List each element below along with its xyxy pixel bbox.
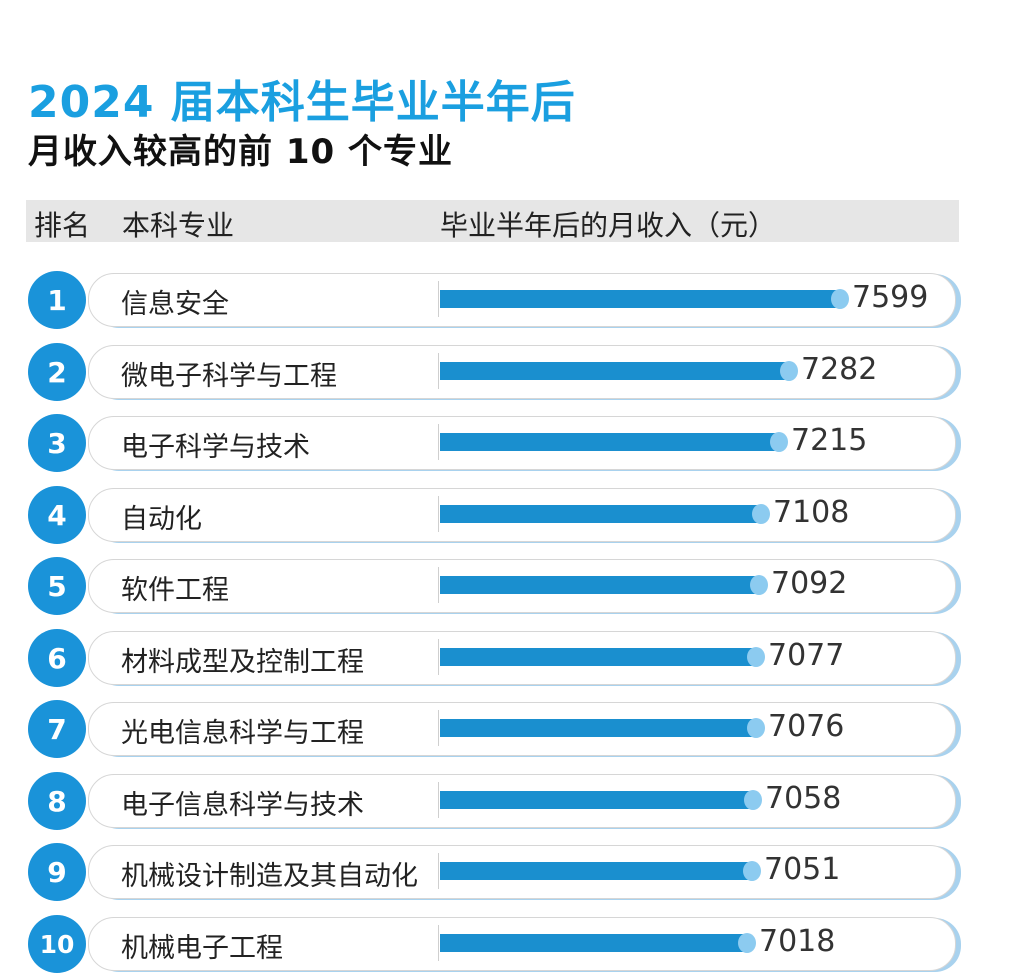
rank-header: 排名 (34, 209, 91, 242)
table-header: 排名 本科专业 毕业半年后的月收入（元） (26, 200, 959, 242)
bar-value-label: 7018 (759, 924, 836, 959)
chart-title: 2024 届本科生毕业半年后 (28, 77, 576, 128)
rank-badge: 6 (28, 629, 86, 687)
chart-row: 4 自动化 7108 (0, 486, 1027, 544)
row-divider (438, 710, 439, 746)
row-divider (438, 567, 439, 603)
bar-value-label: 7108 (773, 495, 850, 530)
row-divider (438, 496, 439, 532)
bar (440, 934, 747, 952)
rank-badge: 7 (28, 700, 86, 758)
bar (440, 576, 759, 594)
bar-value-label: 7282 (801, 352, 878, 387)
bar-value-label: 7077 (768, 638, 845, 673)
chart-subtitle: 月收入较高的前 10 个专业 (28, 132, 453, 172)
rank-badge: 4 (28, 486, 86, 544)
bar-cap (738, 933, 756, 953)
rank-badge: 10 (28, 915, 86, 973)
bar (440, 505, 761, 523)
major-label: 机械设计制造及其自动化 (121, 861, 418, 892)
major-label: 电子科学与技术 (121, 432, 310, 463)
row-divider (438, 424, 439, 460)
rank-badge: 2 (28, 343, 86, 401)
bar-cap (744, 790, 762, 810)
bar-cap (831, 289, 849, 309)
chart-row: 7 光电信息科学与工程 7076 (0, 700, 1027, 758)
major-header: 本科专业 (122, 209, 235, 242)
rank-badge: 5 (28, 557, 86, 615)
bar (440, 290, 840, 308)
major-label: 机械电子工程 (121, 933, 283, 964)
rank-badge: 8 (28, 772, 86, 830)
bar (440, 433, 779, 451)
bar-value-label: 7092 (771, 566, 848, 601)
row-divider (438, 925, 439, 961)
rank-badge: 3 (28, 414, 86, 472)
bar-cap (743, 861, 761, 881)
chart-row: 8 电子信息科学与技术 7058 (0, 772, 1027, 830)
bar-value-label: 7215 (791, 423, 868, 458)
bar-cap (770, 432, 788, 452)
row-divider (438, 353, 439, 389)
row-divider (438, 853, 439, 889)
bar (440, 791, 753, 809)
income-header: 毕业半年后的月收入（元） (440, 209, 777, 242)
major-label: 软件工程 (121, 575, 229, 606)
rank-badge: 1 (28, 271, 86, 329)
row-divider (438, 639, 439, 675)
chart-row: 9 机械设计制造及其自动化 7051 (0, 843, 1027, 901)
chart-row: 1 信息安全 7599 (0, 271, 1027, 329)
major-label: 信息安全 (121, 289, 229, 320)
bar-cap (780, 361, 798, 381)
bar-cap (747, 718, 765, 738)
chart-row: 6 材料成型及控制工程 7077 (0, 629, 1027, 687)
major-label: 电子信息科学与技术 (121, 790, 364, 821)
major-label: 光电信息科学与工程 (121, 718, 364, 749)
bar-cap (752, 504, 770, 524)
bar (440, 719, 756, 737)
major-label: 自动化 (121, 504, 202, 535)
chart-row: 3 电子科学与技术 7215 (0, 414, 1027, 472)
bar-cap (750, 575, 768, 595)
bar-value-label: 7051 (764, 852, 841, 887)
bar-cap (747, 647, 765, 667)
bar-value-label: 7058 (765, 781, 842, 816)
row-divider (438, 782, 439, 818)
bar-value-label: 7599 (852, 280, 929, 315)
bar (440, 648, 756, 666)
chart-row: 5 软件工程 7092 (0, 557, 1027, 615)
bar-value-label: 7076 (768, 709, 845, 744)
row-divider (438, 281, 439, 317)
chart-row: 2 微电子科学与工程 7282 (0, 343, 1027, 401)
chart-row: 10 机械电子工程 7018 (0, 915, 1027, 973)
rank-badge: 9 (28, 843, 86, 901)
bar (440, 362, 789, 380)
major-label: 材料成型及控制工程 (121, 647, 364, 678)
bar (440, 862, 752, 880)
major-label: 微电子科学与工程 (121, 361, 337, 392)
